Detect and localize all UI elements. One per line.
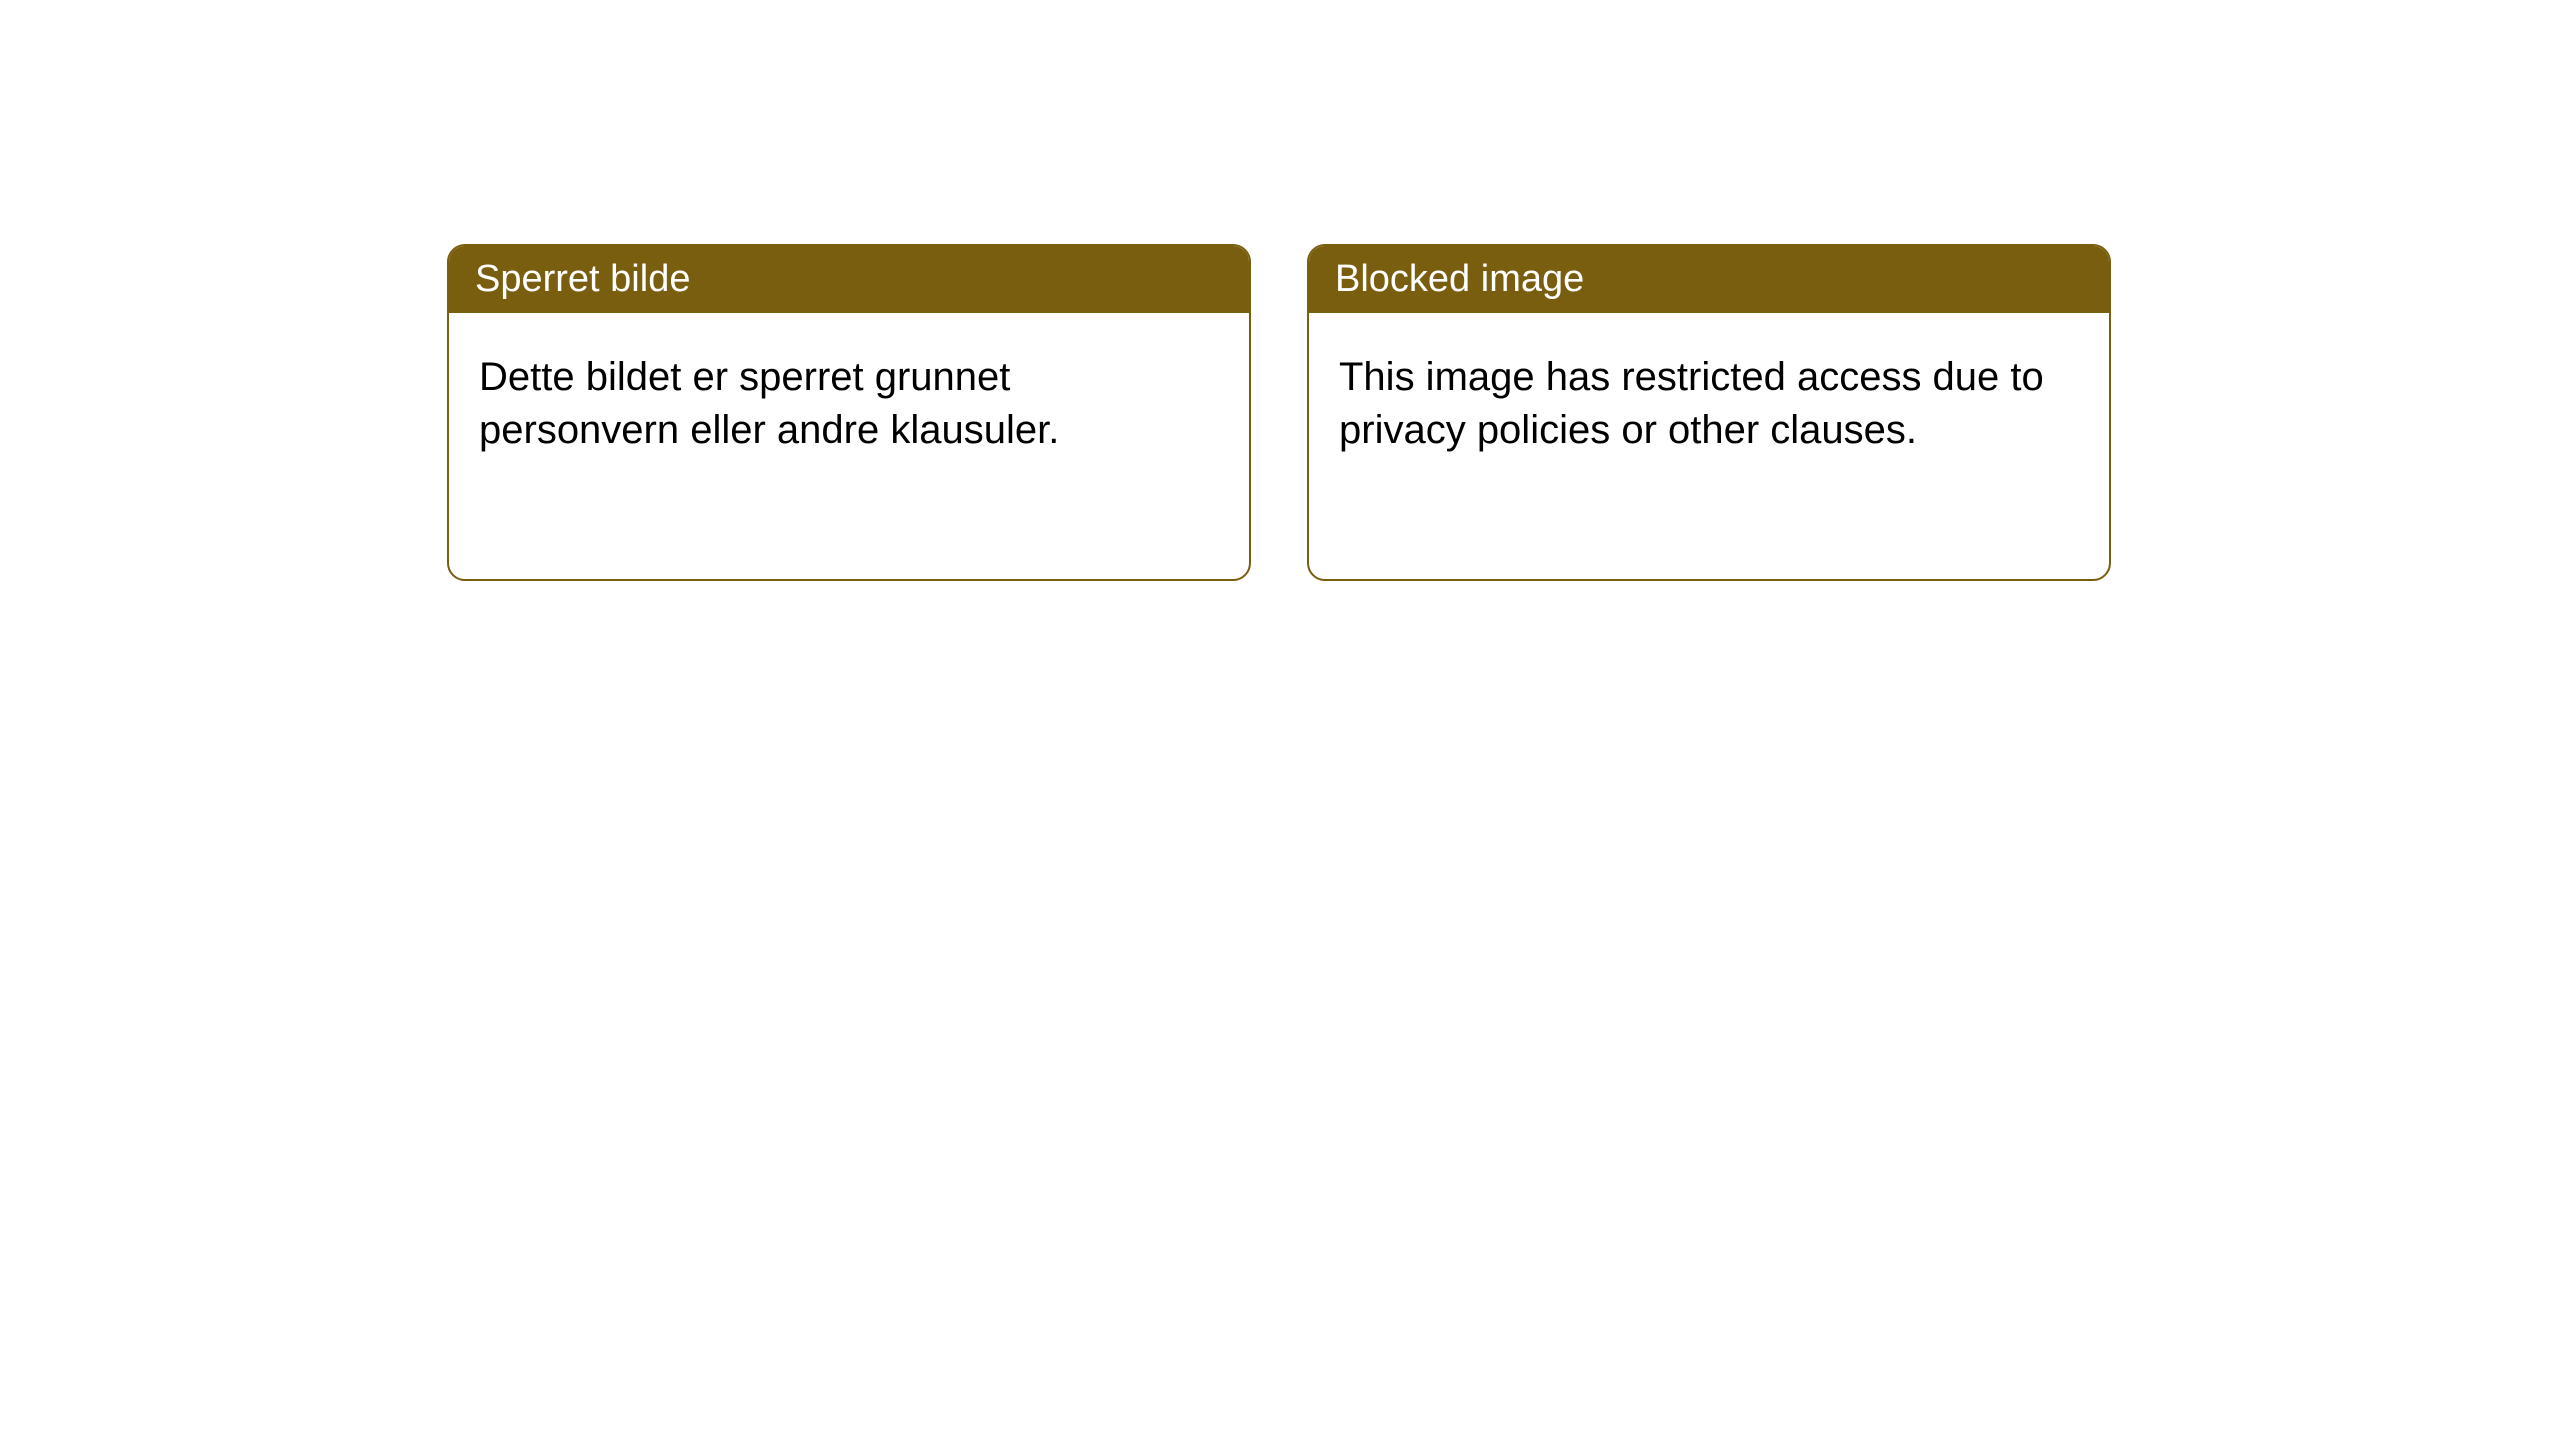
notice-title: Blocked image [1335, 258, 1584, 300]
notice-body: This image has restricted access due to … [1309, 313, 2109, 495]
notice-header: Blocked image [1309, 246, 2109, 313]
notice-header: Sperret bilde [449, 246, 1249, 313]
notice-card-norwegian: Sperret bilde Dette bildet er sperret gr… [447, 244, 1251, 581]
notice-card-english: Blocked image This image has restricted … [1307, 244, 2111, 581]
notice-container: Sperret bilde Dette bildet er sperret gr… [0, 0, 2560, 581]
notice-text: This image has restricted access due to … [1339, 355, 2044, 452]
notice-text: Dette bildet er sperret grunnet personve… [479, 355, 1059, 452]
notice-body: Dette bildet er sperret grunnet personve… [449, 313, 1249, 495]
notice-title: Sperret bilde [475, 258, 690, 300]
